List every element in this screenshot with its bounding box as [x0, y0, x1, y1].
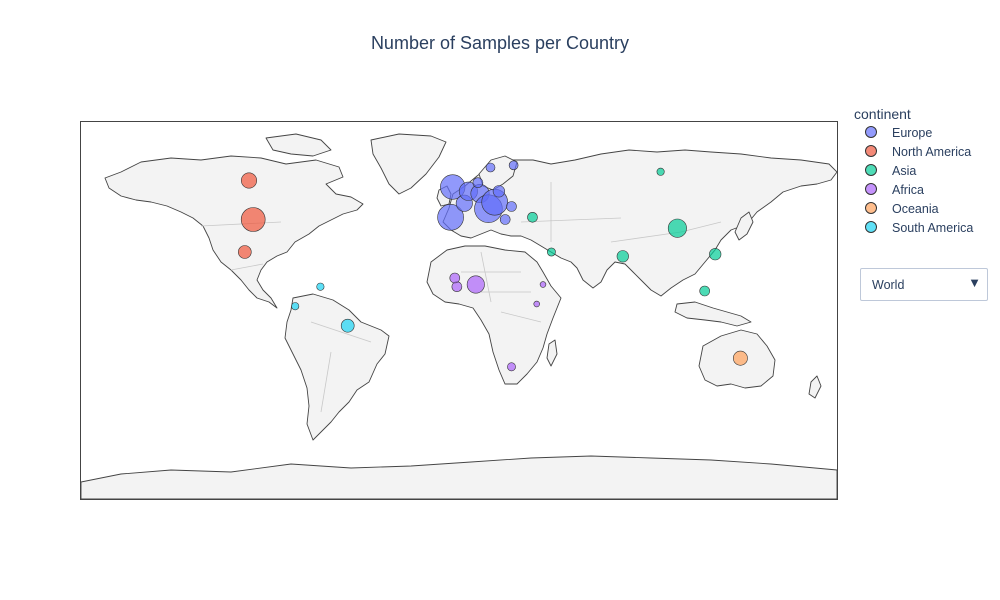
country-marker-asia[interactable] — [656, 167, 665, 176]
legend-marker-icon — [865, 126, 877, 138]
land-africa — [426, 245, 562, 385]
country-marker-north-america[interactable] — [238, 245, 252, 259]
country-marker-europe[interactable] — [508, 160, 519, 171]
legend-marker-icon — [865, 221, 877, 233]
country-marker-africa[interactable] — [533, 300, 540, 308]
land-se-asia-islands — [674, 301, 752, 327]
legend-marker-icon — [865, 202, 877, 214]
country-marker-europe[interactable] — [437, 204, 464, 231]
border-eurasia-lines — [520, 182, 722, 243]
legend-item-oceania[interactable]: Oceania — [854, 200, 998, 219]
legend-item-europe[interactable]: Europe — [854, 124, 998, 143]
dropdown-selected-value: World — [872, 278, 905, 292]
legend-marker-icon — [865, 183, 877, 195]
legend-label: South America — [892, 221, 974, 235]
country-marker-europe[interactable] — [506, 201, 517, 212]
country-marker-asia[interactable] — [527, 212, 538, 223]
country-marker-europe[interactable] — [472, 177, 484, 189]
legend: continent Europe North America Asia Afri… — [854, 104, 998, 238]
country-marker-europe[interactable] — [492, 185, 506, 198]
land-north-america — [104, 155, 364, 309]
chart-title: Number of Samples per Country — [370, 33, 630, 53]
legend-marker-icon — [865, 164, 877, 176]
legend-label: Asia — [892, 164, 917, 178]
border-us-canada — [200, 221, 282, 227]
country-marker-africa[interactable] — [507, 362, 516, 372]
country-marker-asia[interactable] — [709, 248, 722, 261]
legend-marker-icon — [865, 145, 877, 157]
country-marker-africa[interactable] — [539, 281, 547, 288]
country-marker-africa[interactable] — [451, 281, 463, 292]
legend-label: Oceania — [892, 202, 939, 216]
legend-label: North America — [892, 145, 972, 159]
country-marker-south-america[interactable] — [316, 282, 325, 291]
legend-item-north-america[interactable]: North America — [854, 143, 998, 162]
country-marker-south-america[interactable] — [291, 302, 300, 311]
legend-label: Africa — [892, 183, 924, 197]
country-marker-africa[interactable] — [466, 275, 485, 294]
border-africa-lines — [461, 251, 542, 323]
country-marker-oceania[interactable] — [733, 350, 748, 366]
legend-item-south-america[interactable]: South America — [854, 219, 998, 238]
land-south-america — [284, 293, 390, 441]
country-marker-asia[interactable] — [546, 247, 556, 257]
country-marker-north-america[interactable] — [241, 172, 258, 189]
map-frame[interactable] — [80, 121, 838, 500]
legend-item-africa[interactable]: Africa — [854, 181, 998, 200]
land-japan — [734, 211, 754, 241]
land-greenland — [370, 133, 447, 195]
country-marker-europe[interactable] — [499, 214, 511, 225]
land-arctic-islands — [265, 133, 332, 157]
border-us-mexico — [230, 263, 264, 271]
triangle-down-icon: ▼ — [968, 275, 981, 290]
land-madagascar — [546, 339, 558, 367]
country-marker-africa[interactable] — [449, 272, 461, 284]
legend-title: continent — [854, 106, 911, 122]
land-antarctica — [81, 455, 837, 499]
land-new-zealand — [808, 375, 822, 399]
points-layer — [238, 160, 748, 372]
country-marker-north-america[interactable] — [240, 207, 266, 232]
legend-label: Europe — [892, 126, 933, 140]
country-marker-south-america[interactable] — [340, 318, 355, 333]
country-marker-europe[interactable] — [485, 162, 496, 173]
region-dropdown[interactable]: World ▼ — [860, 268, 988, 301]
land-layer — [81, 133, 837, 499]
country-marker-asia[interactable] — [699, 285, 711, 297]
country-borders — [200, 182, 722, 413]
legend-item-asia[interactable]: Asia — [854, 162, 998, 181]
country-marker-asia[interactable] — [667, 218, 687, 238]
world-map[interactable] — [81, 122, 837, 499]
country-marker-asia[interactable] — [616, 250, 629, 263]
border-south-america-lines — [310, 321, 372, 413]
